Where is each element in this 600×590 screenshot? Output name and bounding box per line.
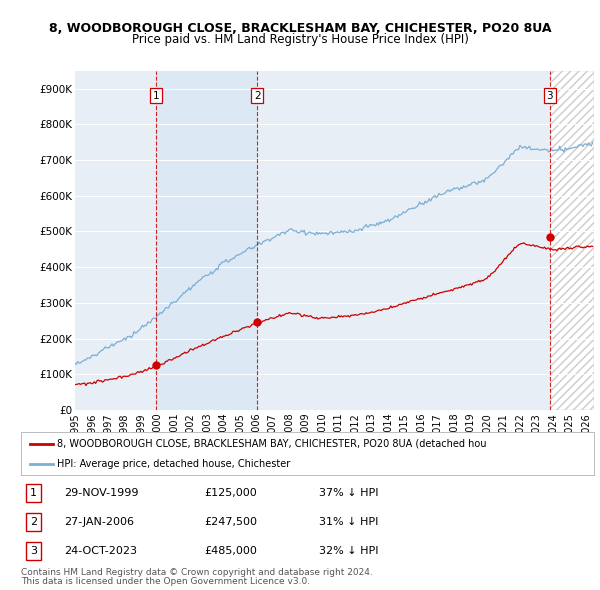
Bar [156,71,257,410]
Text: 1: 1 [152,91,159,101]
Text: 37% ↓ HPI: 37% ↓ HPI [319,489,379,499]
Text: 3: 3 [547,91,553,101]
Text: £125,000: £125,000 [205,489,257,499]
Bar [550,71,594,410]
Text: £485,000: £485,000 [205,546,257,556]
Text: HPI: Average price, detached house, Chichester: HPI: Average price, detached house, Chic… [56,460,290,469]
Text: 32% ↓ HPI: 32% ↓ HPI [319,546,379,556]
Text: Contains HM Land Registry data © Crown copyright and database right 2024.: Contains HM Land Registry data © Crown c… [21,568,373,576]
Text: 2: 2 [30,517,37,527]
Text: 24-OCT-2023: 24-OCT-2023 [64,546,137,556]
Text: This data is licensed under the Open Government Licence v3.0.: This data is licensed under the Open Gov… [21,577,310,586]
Text: 2: 2 [254,91,261,101]
Bar [75,71,156,410]
Text: Price paid vs. HM Land Registry's House Price Index (HPI): Price paid vs. HM Land Registry's House … [131,33,469,46]
Text: 8, WOODBOROUGH CLOSE, BRACKLESHAM BAY, CHICHESTER, PO20 8UA: 8, WOODBOROUGH CLOSE, BRACKLESHAM BAY, C… [49,22,551,35]
Text: 29-NOV-1999: 29-NOV-1999 [64,489,139,499]
Text: 31% ↓ HPI: 31% ↓ HPI [319,517,379,527]
Text: £247,500: £247,500 [205,517,257,527]
Text: 8, WOODBOROUGH CLOSE, BRACKLESHAM BAY, CHICHESTER, PO20 8UA (detached hou: 8, WOODBOROUGH CLOSE, BRACKLESHAM BAY, C… [56,439,486,449]
Text: 3: 3 [30,546,37,556]
Text: 1: 1 [30,489,37,499]
Bar [257,71,550,410]
Text: 27-JAN-2006: 27-JAN-2006 [64,517,134,527]
